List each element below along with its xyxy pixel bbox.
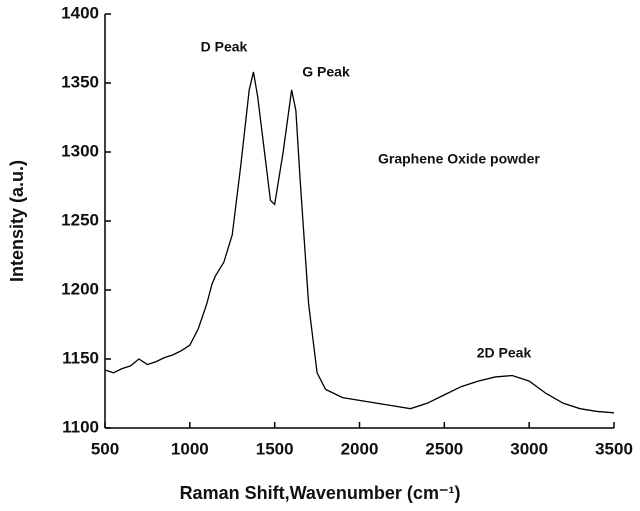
y-tick-label: 1150 [62, 348, 99, 367]
y-tick-label: 1250 [61, 210, 99, 229]
annotation: 2D Peak [477, 345, 532, 361]
line-series [104, 71, 615, 414]
y-tick-label: 1400 [61, 3, 99, 22]
annotation: G Peak [302, 64, 350, 80]
annotation: Graphene Oxide powder [378, 151, 540, 167]
annotation: D Peak [201, 39, 248, 55]
x-tick-label: 3000 [510, 439, 548, 458]
x-tick-label: 1000 [171, 439, 209, 458]
y-tick-label: 1300 [61, 141, 99, 160]
y-tick-label: 1200 [61, 279, 99, 298]
x-tick-label: 2000 [341, 439, 379, 458]
y-axis-label: Intensity (a.u.) [7, 160, 27, 282]
x-axis-label: Raman Shift,Wavenumber (cm⁻¹) [180, 483, 461, 503]
y-tick-label: 1350 [61, 72, 99, 91]
x-tick-label: 2500 [425, 439, 463, 458]
x-tick-label: 500 [91, 439, 119, 458]
x-tick-label: 3500 [595, 439, 633, 458]
x-tick-label: 1500 [256, 439, 294, 458]
y-tick-label: 1100 [62, 417, 99, 436]
